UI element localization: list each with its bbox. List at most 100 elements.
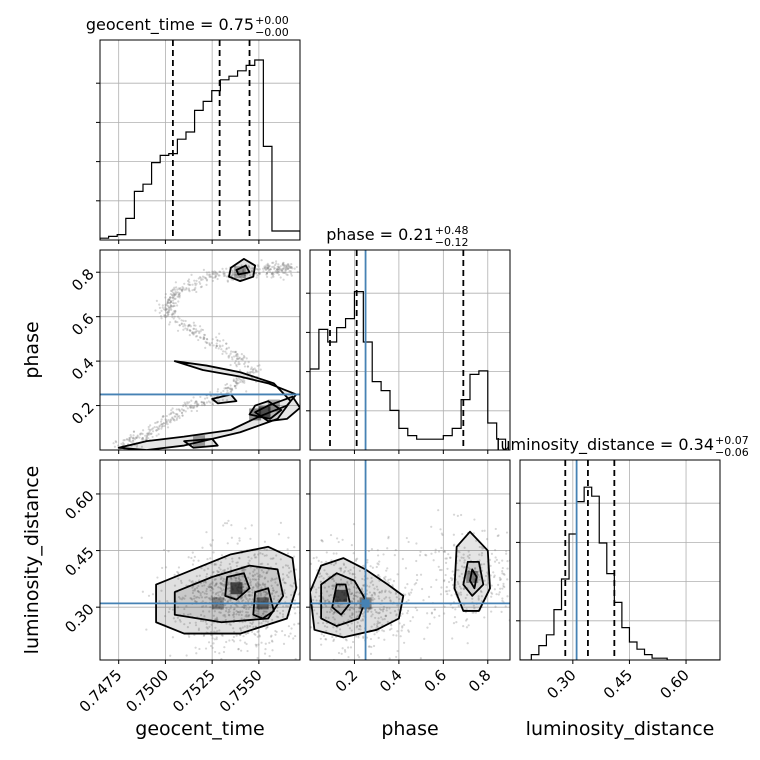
sample-point bbox=[279, 276, 282, 279]
sample-point bbox=[235, 382, 239, 385]
sample-point bbox=[480, 554, 483, 557]
sample-point bbox=[307, 553, 309, 555]
sample-point bbox=[138, 436, 141, 439]
sample-point bbox=[198, 280, 201, 284]
sample-point bbox=[260, 615, 263, 618]
sample-point bbox=[286, 552, 290, 555]
sample-point bbox=[277, 270, 281, 274]
sample-point bbox=[230, 390, 233, 394]
sample-point bbox=[251, 270, 254, 273]
sample-point bbox=[211, 571, 215, 574]
sample-point bbox=[167, 610, 170, 614]
sample-point bbox=[274, 581, 277, 584]
sample-point bbox=[285, 273, 288, 276]
sample-point bbox=[187, 324, 191, 327]
sample-point bbox=[254, 371, 257, 374]
sample-point bbox=[438, 568, 442, 572]
sample-point bbox=[266, 580, 270, 583]
sample-point bbox=[169, 292, 172, 296]
sample-point bbox=[162, 308, 166, 311]
sample-point bbox=[241, 600, 244, 603]
sample-point bbox=[353, 594, 356, 597]
sample-point bbox=[278, 266, 281, 269]
sample-point bbox=[217, 399, 221, 403]
sample-point bbox=[426, 612, 429, 615]
sample-point bbox=[277, 269, 280, 272]
sample-point bbox=[199, 613, 203, 617]
sample-point bbox=[371, 566, 374, 569]
sample-point bbox=[274, 271, 277, 274]
sample-point bbox=[156, 576, 159, 579]
sample-point bbox=[159, 315, 163, 318]
sample-point bbox=[178, 323, 181, 327]
sample-point bbox=[204, 340, 207, 343]
sample-point bbox=[187, 613, 190, 616]
sample-point bbox=[500, 610, 503, 614]
sample-point bbox=[330, 578, 334, 581]
sample-point bbox=[176, 288, 179, 291]
sample-point bbox=[162, 422, 166, 425]
sample-point bbox=[218, 340, 222, 343]
sample-point bbox=[359, 628, 362, 631]
sample-point bbox=[264, 585, 267, 588]
sample-point bbox=[281, 263, 285, 266]
sample-point bbox=[368, 608, 371, 611]
sample-point bbox=[208, 583, 211, 587]
sample-point bbox=[334, 561, 337, 564]
sample-point bbox=[238, 611, 242, 614]
sample-point bbox=[333, 584, 336, 587]
sample-point bbox=[190, 597, 193, 600]
sample-point bbox=[296, 574, 298, 576]
sample-point bbox=[211, 646, 214, 649]
sample-point bbox=[249, 584, 252, 587]
sample-point bbox=[331, 587, 334, 590]
sample-point bbox=[224, 603, 227, 606]
sample-point bbox=[132, 440, 135, 443]
sample-point bbox=[238, 557, 241, 560]
sample-point bbox=[419, 550, 422, 553]
sample-point bbox=[164, 303, 167, 306]
sample-point bbox=[221, 663, 223, 665]
sample-point bbox=[342, 571, 346, 574]
sample-point bbox=[265, 272, 268, 275]
sample-point bbox=[235, 352, 239, 356]
sample-point bbox=[186, 401, 189, 404]
sample-point bbox=[462, 625, 465, 628]
sample-point bbox=[170, 313, 173, 316]
sample-point bbox=[463, 546, 466, 549]
sample-point bbox=[320, 633, 323, 636]
sample-point bbox=[384, 590, 387, 593]
sample-point bbox=[189, 404, 193, 407]
sample-points bbox=[140, 519, 300, 665]
sample-point bbox=[171, 305, 175, 308]
sample-point bbox=[115, 441, 118, 444]
sample-point bbox=[155, 425, 158, 429]
sample-point bbox=[168, 420, 171, 423]
sample-point bbox=[150, 432, 153, 435]
sample-point bbox=[370, 625, 373, 628]
sample-point bbox=[444, 573, 447, 577]
sample-point bbox=[286, 264, 289, 267]
sample-point bbox=[493, 574, 496, 577]
sample-point bbox=[175, 408, 178, 411]
sample-point bbox=[224, 610, 228, 613]
sample-point bbox=[443, 612, 446, 615]
sample-point bbox=[276, 268, 279, 271]
sample-point bbox=[332, 626, 335, 629]
sample-point bbox=[268, 268, 271, 271]
sample-point bbox=[312, 598, 315, 602]
sample-point bbox=[227, 386, 230, 389]
panel-plot-area bbox=[100, 257, 300, 450]
sample-point bbox=[295, 265, 298, 269]
sample-point bbox=[222, 579, 225, 582]
sample-point bbox=[498, 561, 501, 564]
sample-point bbox=[264, 590, 267, 593]
sample-point bbox=[346, 582, 349, 585]
sample-point bbox=[347, 646, 350, 649]
sample-point bbox=[205, 401, 208, 404]
sample-point bbox=[191, 580, 194, 583]
sample-point bbox=[350, 622, 353, 625]
histogram-step bbox=[310, 291, 507, 450]
sample-point bbox=[207, 271, 211, 274]
sample-point bbox=[294, 612, 297, 615]
